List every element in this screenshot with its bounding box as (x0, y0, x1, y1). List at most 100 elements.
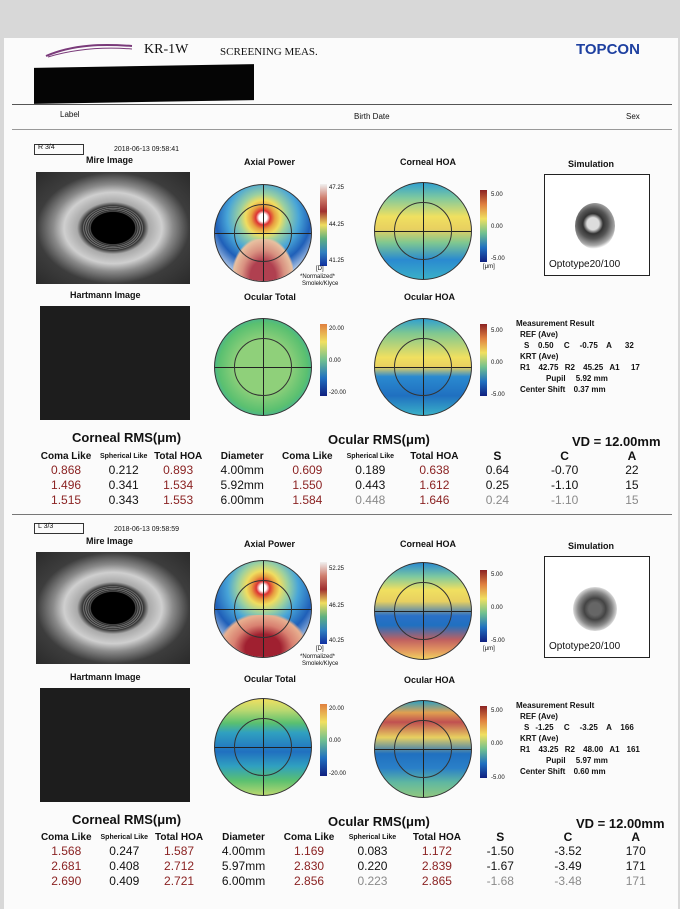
ot-scale-min: -20.00 (329, 390, 347, 396)
ref-a-key: A (606, 723, 612, 732)
ref-a: 32 (624, 341, 634, 350)
ref-c: -0.75 (579, 341, 598, 350)
ocular-hoa-colorbar (480, 324, 487, 396)
normalized-note: *Normalized* (300, 274, 336, 280)
ot-scale-max: 20.00 (329, 706, 345, 712)
krt-r1: 42.75 (538, 363, 559, 372)
krt-r1: 43.25 (538, 745, 559, 754)
column-header: A (631, 830, 641, 844)
table-cell: 1.646 (419, 493, 450, 507)
sex-caption: Sex (626, 112, 640, 121)
column-header: C (560, 449, 569, 463)
table-cell: -1.10 (550, 478, 579, 492)
smolek-note: Smolek/Klyce (302, 661, 339, 667)
simulation-title: Simulation (568, 159, 615, 169)
table-cell: 1.584 (292, 493, 323, 507)
hartmann-image (40, 306, 190, 420)
ocular-total-title: Ocular Total (244, 674, 296, 684)
hoa-scale-min: -5.00 (491, 256, 505, 262)
table-row: 1.496 0.341 1.534 5.92mm 1.550 0.443 1.612 0.25… (34, 478, 664, 493)
krt-r2-key: R2 (564, 745, 575, 754)
pupil-value: 5.92 mm (575, 374, 608, 383)
krt-a1-key: A1 (609, 745, 620, 754)
mode-label: SCREENING MEAS. (220, 46, 318, 58)
krt-r2: 45.25 (583, 363, 604, 372)
hoa-unit: [μm] (483, 264, 495, 270)
column-header: Total HOA (410, 450, 459, 462)
table-cell: 171 (625, 859, 646, 873)
column-header: Coma Like (282, 450, 333, 462)
table-cell: 0.24 (485, 493, 510, 507)
measurement-result: Measurement Result REF (Ave) S 0.50 C -0… (516, 318, 640, 395)
table-cell: 0.25 (485, 478, 510, 492)
table-cell: 0.247 (109, 844, 140, 858)
column-header: Coma Like (40, 450, 92, 462)
simulation-title: Simulation (568, 541, 615, 551)
axial-power-title: Axial Power (244, 157, 296, 167)
hartmann-image (40, 688, 190, 802)
eye-tag-box (34, 523, 84, 534)
hartmann-title: Hartmann Image (70, 290, 141, 300)
hoa-scale-mid: 0.00 (491, 224, 503, 230)
krt-a1: 17 (630, 363, 640, 372)
hoa-scale-max: 5.00 (491, 572, 503, 578)
axial-colorbar (320, 184, 327, 266)
table-cell: 1.612 (419, 478, 450, 492)
ocular-total-map (214, 698, 312, 796)
krt-label: KRT (Ave) (520, 352, 559, 361)
ot-scale-max: 20.00 (329, 326, 345, 332)
hoa-scale-max: 5.00 (491, 192, 503, 198)
timestamp: 2018-06-13 09:58:41 (114, 146, 179, 153)
table-row: 1.515 0.343 1.553 6.00mm 1.584 0.448 1.646 0.24… (34, 493, 664, 508)
krt-r1-key: R1 (520, 363, 531, 372)
column-header: Total HOA (412, 831, 461, 843)
ocular-hoa-map (374, 700, 472, 798)
report-sheet: KR-1W SCREENING MEAS. TOPCON Label Birth… (4, 38, 678, 909)
corneal-rms-title: Corneal RMS(μm) (72, 430, 182, 445)
ocular-hoa-title: Ocular HOA (404, 292, 456, 302)
mire-image (36, 172, 190, 284)
table-cell: 1.587 (164, 844, 195, 858)
ohoa-scale-mid: 0.00 (491, 741, 503, 747)
hoa-unit: [μm] (483, 646, 495, 652)
table-cell: 1.534 (163, 478, 194, 492)
eye-tag: L 3/3 (38, 523, 54, 530)
rms-table: Coma Like Spherical Like Total HOA Diameter… (34, 830, 668, 889)
corneal-hoa-title: Corneal HOA (400, 157, 457, 167)
axial-scale-min: 40.25 (329, 638, 345, 644)
optotype-blur (575, 203, 615, 249)
axial-unit: [D] (316, 266, 324, 272)
table-cell: 0.212 (108, 463, 139, 477)
ref-label: REF (Ave) (520, 712, 558, 721)
table-cell: 5.92mm (220, 478, 264, 492)
axial-scale-min: 41.25 (329, 258, 345, 264)
column-header: C (563, 830, 573, 844)
table-row: 1.568 0.247 1.587 4.00mm 1.169 0.083 1.172 -1.5… (34, 844, 668, 859)
table-cell: 1.169 (294, 844, 325, 858)
column-header: Diameter (220, 450, 264, 462)
axial-unit: [D] (316, 646, 324, 652)
table-cell: 2.865 (421, 874, 452, 888)
corneal-hoa-colorbar (480, 190, 487, 262)
birth-date-caption: Birth Date (354, 112, 390, 121)
krt-r2: 48.00 (583, 745, 604, 754)
ocular-rms-title: Ocular RMS(μm) (328, 432, 430, 447)
krt-r2-key: R2 (564, 363, 575, 372)
eye-tag-box (34, 144, 84, 155)
column-header: Total HOA (154, 831, 204, 843)
table-cell: 4.00mm (221, 844, 266, 858)
table-cell: -3.52 (554, 844, 582, 858)
table-cell: 171 (625, 874, 646, 888)
ref-a: 166 (620, 723, 634, 732)
corneal-rms-title: Corneal RMS(μm) (72, 812, 182, 827)
ot-scale-mid: 0.00 (329, 358, 341, 364)
mire-image-title: Mire Image (86, 536, 134, 546)
table-cell: 6.00mm (221, 874, 266, 888)
column-header: Spherical Like (100, 833, 148, 841)
ref-c: -3.25 (579, 723, 598, 732)
simulation-box: Optotype20/100 (544, 556, 650, 658)
table-cell: 0.64 (485, 463, 510, 477)
axial-scale-mid: 46.25 (329, 603, 345, 609)
axial-scale-max: 52.25 (329, 566, 345, 572)
ohoa-scale-mid: 0.00 (491, 360, 503, 366)
